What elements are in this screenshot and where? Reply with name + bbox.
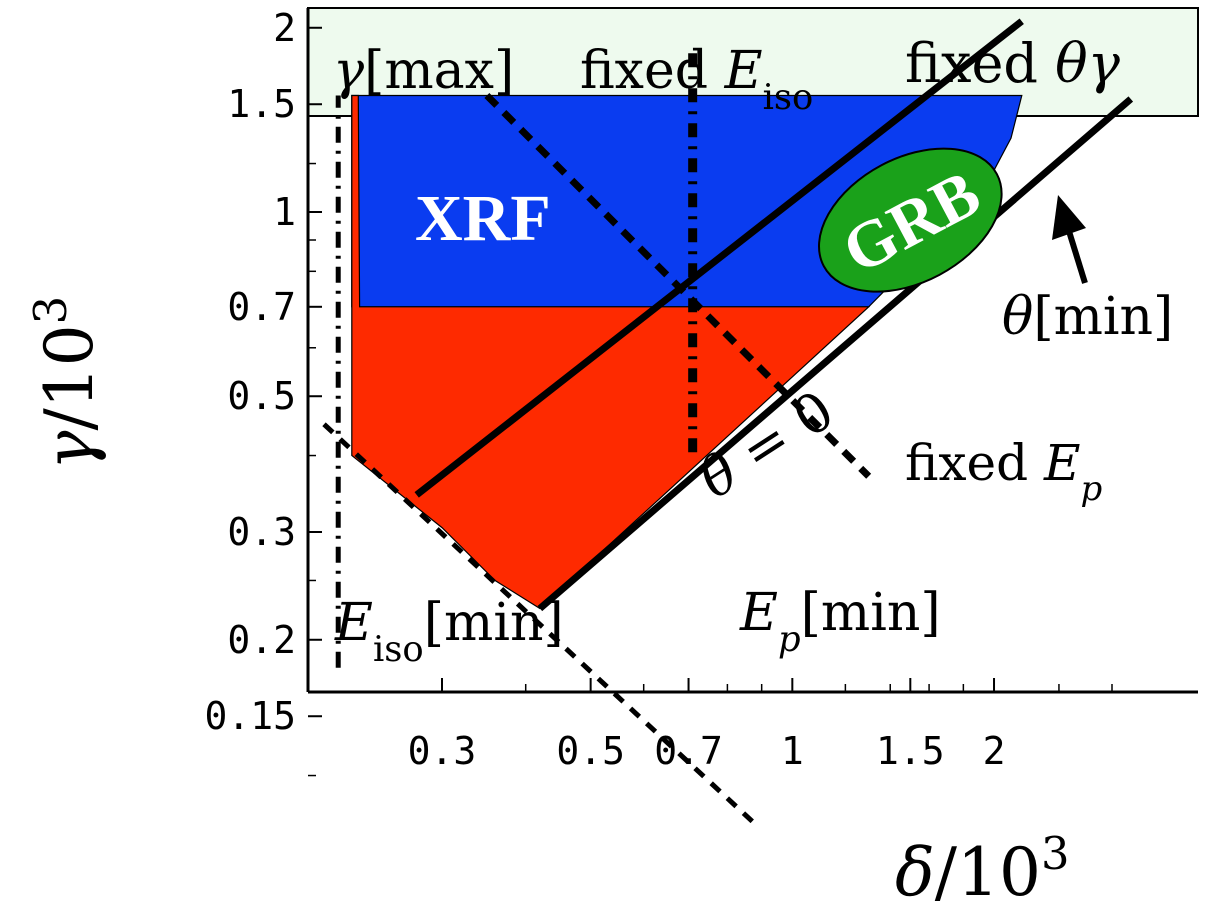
arrow-theta-min-head (1052, 195, 1086, 240)
x-tick-label-0-3: 0.3 (408, 729, 477, 773)
line-fixed (414, 18, 1024, 498)
x-tick-label-2: 2 (983, 729, 1006, 773)
line-fixed-e-p (484, 93, 872, 479)
x-tick-label-1-5: 1.5 (876, 729, 945, 773)
x-tick-label-0-7: 0.7 (654, 729, 723, 773)
line-0 (537, 96, 1134, 612)
region-red-region (351, 94, 871, 610)
label-theta-min: θ[min] (1002, 287, 1173, 347)
x-tick-label-0-5: 0.5 (556, 729, 625, 773)
label-fixed-e-p: fixed Ep (905, 434, 1102, 509)
y-axis-label: γ/103 (24, 296, 109, 470)
line-e-p-min (322, 422, 757, 826)
label-e-p-min: Ep[min] (739, 583, 941, 660)
y-tick-label-0-7: 0.7 (227, 285, 296, 329)
y-tick-label-2: 2 (273, 6, 296, 50)
y-tick-label-0-3: 0.3 (227, 510, 296, 554)
x-axis-label: δ/103 (895, 827, 1070, 907)
arrow-theta-min-shaft (1065, 227, 1088, 284)
y-tick-label-0-15: 0.15 (204, 694, 296, 738)
x-tick-label-1: 1 (781, 729, 804, 773)
label-fixed-theta-gamma: fixed θγ (905, 32, 1121, 95)
label-fixed-e-iso: fixed Eiso (580, 41, 813, 118)
y-tick-label-0-2: 0.2 (227, 618, 296, 662)
grb-ellipse (818, 147, 1003, 293)
y-tick-label-1: 1 (273, 190, 296, 234)
y-tick-label-0-5: 0.5 (227, 374, 296, 418)
y-tick-label-1-5: 1.5 (227, 82, 296, 126)
label-e-iso-min: Eiso[min] (334, 593, 564, 670)
label-xrf: XRF (415, 182, 551, 255)
label-gamma-max: γ[max] (333, 41, 514, 101)
